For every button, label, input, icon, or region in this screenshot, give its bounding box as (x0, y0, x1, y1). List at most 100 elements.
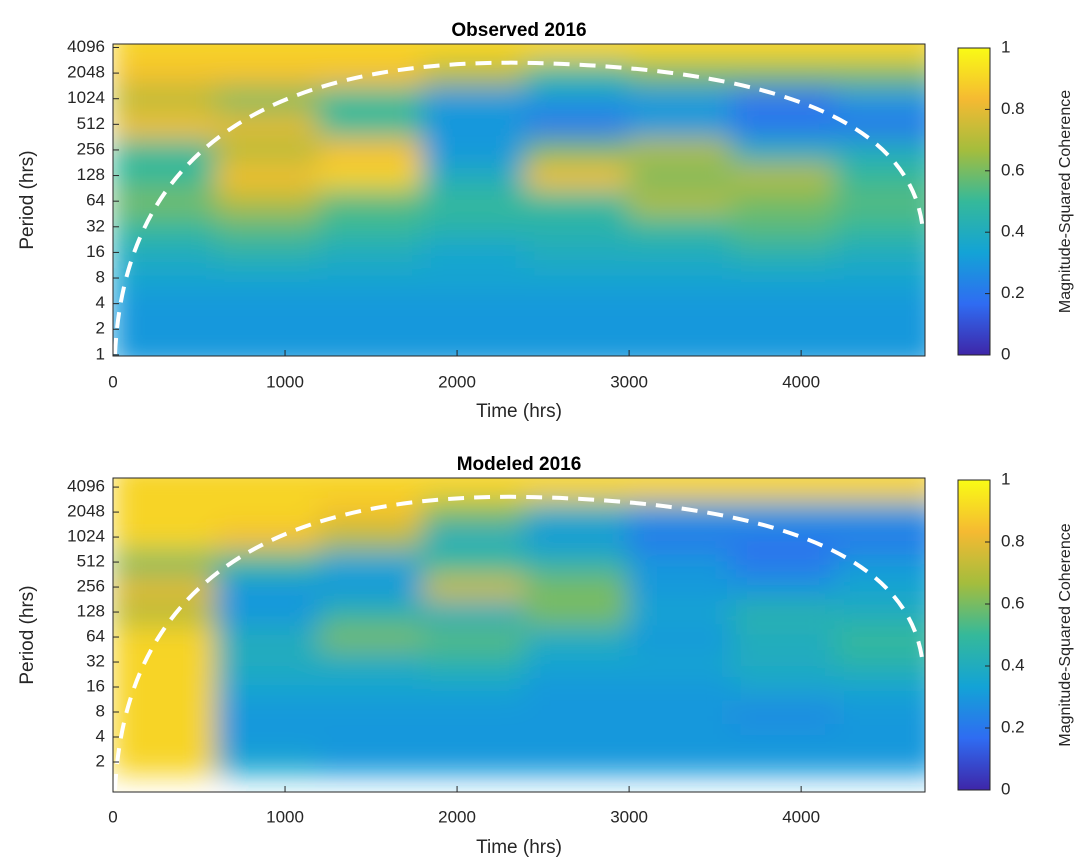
heatmap-cell (215, 623, 321, 651)
heatmap-cell (731, 161, 837, 190)
heatmap-cell (215, 212, 321, 241)
heatmap-cell (731, 187, 837, 215)
heatmap-cell (731, 748, 837, 776)
heatmap-cell (731, 238, 837, 267)
heatmap-cell (318, 161, 424, 190)
heatmap-cell (421, 498, 527, 526)
heatmap-cell (215, 238, 321, 267)
y-tick-label: 2 (96, 319, 105, 338)
heatmap-cell (628, 523, 734, 551)
heatmap-cell (628, 212, 734, 241)
heatmap-cell (318, 548, 424, 576)
heatmap-cell (215, 723, 321, 751)
heatmap-cell (628, 161, 734, 190)
heatmap-cell (628, 673, 734, 701)
colorbar-tick-label: 0.2 (1001, 717, 1025, 736)
heatmap-cell (318, 136, 424, 164)
heatmap-cell (215, 264, 321, 292)
heatmap-cell (421, 548, 527, 576)
heatmap-clip (113, 44, 925, 356)
heatmap-cell (731, 212, 837, 241)
heatmap-cell (318, 723, 424, 751)
heatmap-cell (628, 748, 734, 776)
heatmap-cell (628, 238, 734, 267)
heatmap-cell (524, 341, 631, 356)
heatmap-cell (834, 573, 925, 601)
heatmap-cell (421, 648, 527, 676)
y-axis-label: Period (hrs) (17, 585, 38, 684)
heatmap-cell (318, 187, 424, 215)
heatmap-cell (421, 161, 527, 190)
y-tick-label: 1024 (67, 527, 105, 546)
colorbar-tick-label: 0.8 (1001, 99, 1025, 118)
heatmap-cell (524, 573, 631, 601)
heatmap-cell (834, 341, 925, 356)
heatmap-cell (628, 648, 734, 676)
heatmap-cell (524, 187, 631, 215)
heatmap-cell (421, 573, 527, 601)
heatmap-cell (834, 315, 925, 344)
heatmap-cell (421, 187, 527, 215)
heatmap-cell (215, 648, 321, 676)
heatmap-cell (215, 673, 321, 701)
y-tick-label: 256 (77, 577, 105, 596)
x-tick-label: 1000 (266, 807, 304, 826)
cone-of-influence (113, 494, 925, 791)
heatmap-cell (318, 315, 424, 344)
y-tick-label: 1 (96, 344, 105, 363)
heatmap-cell (834, 212, 925, 241)
heatmap-cell (628, 548, 734, 576)
heatmap-cell (834, 723, 925, 751)
heatmap-cell (628, 698, 734, 726)
heatmap-cell (215, 161, 321, 190)
heatmap-cell (215, 748, 321, 776)
heatmap-cell (113, 673, 218, 701)
colorbar (957, 479, 991, 791)
heatmap-cell (834, 136, 925, 164)
heatmap-cell (524, 698, 631, 726)
y-tick-label: 16 (86, 242, 105, 261)
y-tick-label: 4096 (67, 477, 105, 496)
heatmap-cell (113, 136, 218, 164)
heatmap-cell (113, 598, 218, 626)
heatmap-cell (318, 289, 424, 318)
heatmap-cell (834, 498, 925, 526)
heatmap-cell (524, 723, 631, 751)
heatmap-cell (421, 264, 527, 292)
heatmap-cell (215, 598, 321, 626)
heatmap-cell (834, 748, 925, 776)
heatmap-cell (113, 84, 218, 113)
heatmap-cell (731, 315, 837, 344)
plot-frame (112, 43, 926, 357)
heatmap-cell (834, 187, 925, 215)
heatmap-cell (731, 548, 837, 576)
heatmap-cell (834, 110, 925, 139)
heatmap-cell (113, 161, 218, 190)
colorbar-tick-label: 0.8 (1001, 531, 1025, 550)
heatmap-cell (318, 598, 424, 626)
heatmap-cell (628, 598, 734, 626)
heatmap-cell (215, 341, 321, 356)
x-tick-label: 0 (108, 372, 117, 391)
heatmap-cell (318, 212, 424, 241)
heatmap-cell (318, 648, 424, 676)
heatmap-cell (215, 136, 321, 164)
heatmap-cell (318, 84, 424, 113)
colorbar-tick-label: 0 (1001, 779, 1010, 798)
heatmap-cell (628, 264, 734, 292)
y-tick-label: 4096 (67, 37, 105, 56)
heatmap-cell (628, 136, 734, 164)
heatmap-cell (834, 523, 925, 551)
heatmap-cell (318, 44, 424, 62)
x-tick-label: 2000 (438, 807, 476, 826)
heatmap-cell (215, 498, 321, 526)
y-tick-label: 512 (77, 114, 105, 133)
heatmap-cell (215, 573, 321, 601)
heatmap-cell (421, 341, 527, 356)
y-tick-label: 256 (77, 139, 105, 158)
heatmap-cell (421, 623, 527, 651)
heatmap-cell (113, 723, 218, 751)
y-tick-label: 2 (96, 751, 105, 770)
heatmap-cell (524, 623, 631, 651)
heatmap-cell (113, 548, 218, 576)
